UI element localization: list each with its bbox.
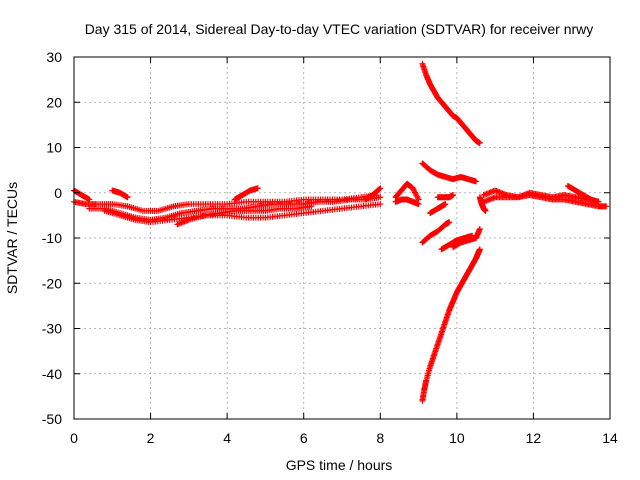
series-17: [419, 246, 483, 404]
data-point: [482, 207, 489, 214]
x-tick-label: 4: [223, 430, 231, 446]
series-9: [392, 196, 422, 208]
y-axis-label: SDTVAR / TECUs: [4, 182, 20, 294]
x-tick-label: 0: [70, 430, 78, 446]
series-12: [419, 219, 453, 246]
data-point: [476, 225, 483, 232]
data-point: [450, 192, 457, 199]
data-point: [377, 201, 384, 208]
series-6: [231, 185, 261, 203]
data-point: [308, 203, 315, 210]
y-axis-ticks: -50 -40 -30 -20 -10 0 10 20 30: [42, 49, 610, 427]
y-tick-label: 20: [46, 94, 62, 110]
y-tick-label: 30: [46, 49, 62, 65]
data-point: [86, 196, 93, 203]
data-point: [469, 232, 476, 239]
data-point: [254, 185, 261, 192]
data-point: [376, 186, 383, 193]
x-tick-label: 6: [300, 430, 308, 446]
data-point: [377, 194, 384, 201]
series-20: [476, 194, 489, 214]
x-axis-label: GPS time / hours: [286, 457, 393, 473]
series-11: [419, 160, 479, 185]
data-point: [603, 203, 610, 210]
x-tick-label: 14: [602, 430, 618, 446]
y-tick-label: -40: [42, 366, 62, 382]
data-point: [476, 139, 483, 146]
x-tick-label: 8: [376, 430, 384, 446]
y-tick-label: -30: [42, 321, 62, 337]
series-16: [438, 232, 476, 253]
x-tick-label: 10: [449, 430, 465, 446]
series-3: [174, 203, 315, 228]
data-points: [71, 60, 610, 404]
series-10: [419, 60, 483, 146]
data-point: [473, 178, 479, 185]
series-13: [427, 201, 449, 217]
data-point: [446, 219, 453, 226]
x-tick-label: 2: [147, 430, 155, 446]
data-point: [377, 185, 384, 192]
series-8: [392, 180, 422, 203]
series-14: [434, 192, 457, 201]
series-7: [361, 185, 384, 203]
y-tick-label: -20: [42, 275, 62, 291]
y-tick-label: 10: [46, 140, 62, 156]
data-point: [419, 397, 426, 404]
x-tick-label: 12: [526, 430, 542, 446]
series-5: [109, 187, 131, 201]
x-axis-ticks: 0 2 4 6 8 10 12 14: [70, 57, 618, 446]
data-point: [415, 201, 422, 208]
data-point: [124, 194, 131, 201]
y-tick-label: -10: [42, 230, 62, 246]
y-tick-label: -50: [42, 411, 62, 427]
y-tick-label: 0: [54, 185, 62, 201]
series-21: [564, 182, 602, 205]
chart-title: Day 315 of 2014, Sidereal Day-to-day VTE…: [85, 21, 594, 37]
data-point: [595, 198, 602, 205]
data-point: [442, 201, 449, 208]
